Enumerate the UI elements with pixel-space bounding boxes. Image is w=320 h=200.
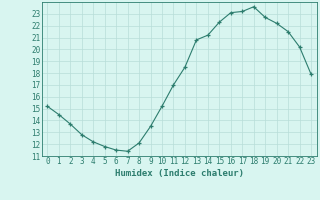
- X-axis label: Humidex (Indice chaleur): Humidex (Indice chaleur): [115, 169, 244, 178]
